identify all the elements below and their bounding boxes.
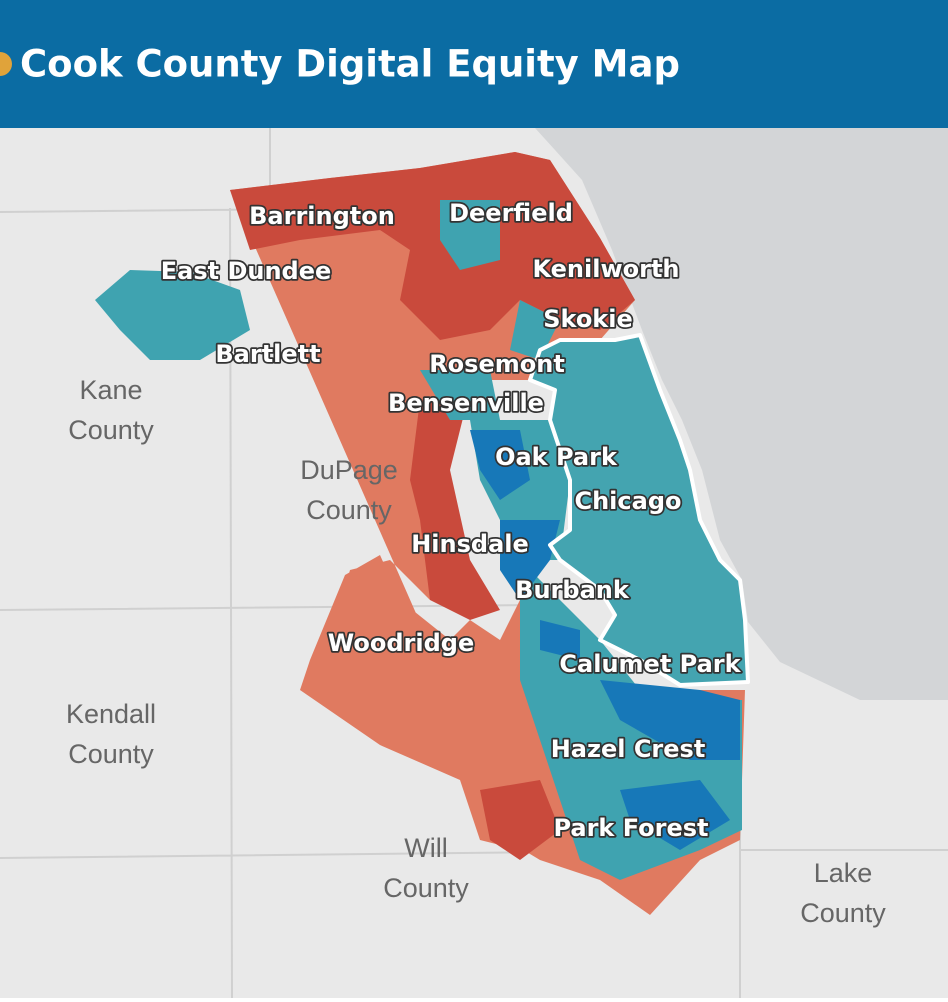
place-label: Skokie [543,305,633,333]
map-labels: Barrington Deerfield East Dundee Kenilworth… [66,197,886,928]
logo [0,52,12,76]
county-label: Kendall [66,699,156,729]
place-label: Calumet Park [559,650,741,678]
place-label: Park Forest [553,814,708,842]
county-label: County [800,898,886,928]
place-label: Burbank [515,576,630,604]
place-label: East Dundee [161,257,332,285]
place-label: Rosemont [429,350,565,378]
place-label: Bartlett [215,340,320,368]
county-borders [0,128,948,999]
place-label: Woodridge [328,629,474,657]
county-label: County [68,415,154,445]
county-label: Kane [79,375,142,405]
place-label: Barrington [249,202,395,230]
header-bar [0,0,948,128]
county-label: Will [404,833,447,863]
page-title: Cook County Digital Equity Map [20,43,680,86]
place-label: Bensenville [388,389,544,417]
place-label: Chicago [574,487,681,515]
county-label: DuPage [300,455,398,485]
county-label: County [68,739,154,769]
lake-michigan [535,128,948,700]
county-label: County [383,873,469,903]
county-label: Lake [814,858,873,888]
place-label: Oak Park [495,443,618,471]
county-label: County [306,495,392,525]
place-label: Kenilworth [532,255,679,283]
place-label: Hinsdale [411,530,529,558]
cook-county-map [95,152,750,915]
place-label: Hazel Crest [551,735,706,763]
place-label: Deerfield [449,199,573,227]
